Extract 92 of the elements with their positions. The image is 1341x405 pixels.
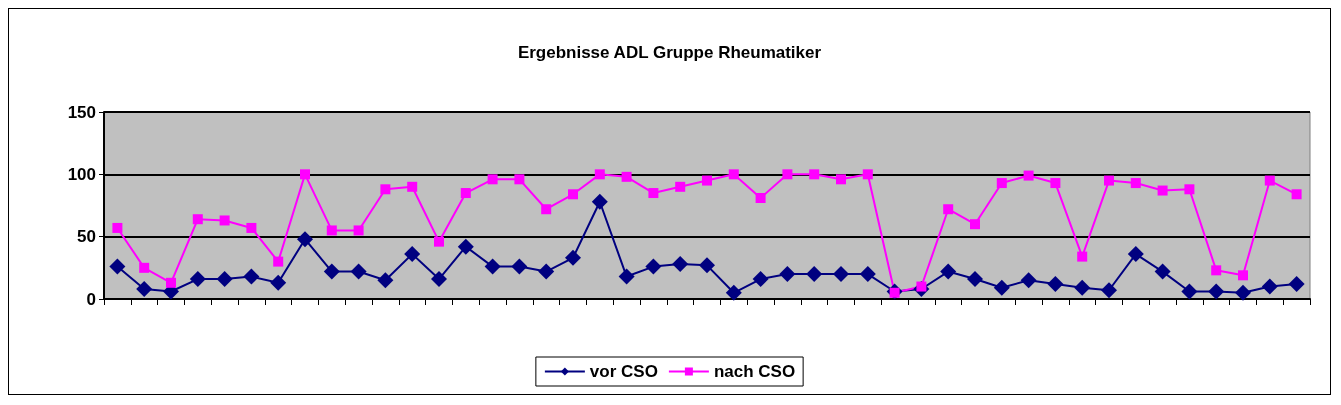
y-tick-label: 50 <box>77 227 96 247</box>
point <box>434 236 444 247</box>
point <box>943 204 954 215</box>
point <box>1288 276 1305 293</box>
point <box>514 174 525 185</box>
point <box>648 188 659 199</box>
point <box>1184 184 1195 195</box>
point <box>219 215 230 226</box>
point <box>1235 284 1251 301</box>
point <box>833 266 849 283</box>
point <box>1261 278 1278 295</box>
point <box>1077 251 1088 262</box>
point <box>1157 185 1168 196</box>
point <box>326 225 337 236</box>
point <box>728 169 739 180</box>
point <box>591 193 608 210</box>
point <box>672 256 689 273</box>
point <box>270 274 287 291</box>
point <box>189 271 206 288</box>
point <box>779 266 796 283</box>
point <box>993 279 1010 296</box>
point <box>862 169 873 180</box>
chart-title: Ergebnisse ADL Gruppe Rheumatiker <box>517 43 822 62</box>
point <box>1238 270 1248 281</box>
point <box>273 256 284 267</box>
point <box>806 266 823 283</box>
point <box>702 175 712 186</box>
point <box>1211 265 1222 276</box>
point <box>621 171 632 182</box>
point <box>1050 178 1061 189</box>
point <box>1181 283 1198 300</box>
y-tick-label: 0 <box>86 289 96 309</box>
point <box>377 272 394 289</box>
y-tick-label: 100 <box>67 164 96 184</box>
point <box>112 222 123 233</box>
point <box>136 281 153 298</box>
point <box>246 222 257 233</box>
point <box>809 169 820 180</box>
point <box>353 225 364 236</box>
point <box>1020 272 1037 289</box>
point <box>457 238 474 255</box>
point <box>1023 170 1034 181</box>
point <box>725 284 742 301</box>
point <box>350 263 367 280</box>
y-tick-label: 150 <box>67 102 96 122</box>
point <box>1074 279 1091 296</box>
point <box>859 266 876 283</box>
point <box>675 181 686 192</box>
point <box>511 258 528 275</box>
point <box>1154 263 1171 280</box>
point <box>1104 175 1114 186</box>
point <box>323 263 340 280</box>
point <box>755 193 766 204</box>
point <box>380 184 391 195</box>
point <box>1291 189 1302 200</box>
point <box>487 174 498 185</box>
point <box>565 249 581 266</box>
point <box>1208 283 1225 300</box>
point <box>782 169 793 180</box>
legend-label: nach CSO <box>713 362 796 381</box>
point <box>618 268 635 285</box>
point <box>967 271 983 288</box>
point <box>407 181 418 192</box>
legend-label: vor CSO <box>589 362 658 381</box>
point <box>1127 246 1144 263</box>
point <box>139 262 150 273</box>
point <box>484 258 501 275</box>
point <box>568 189 578 200</box>
point <box>699 257 715 274</box>
point <box>404 246 421 263</box>
point <box>300 169 310 180</box>
point <box>192 214 203 225</box>
point <box>538 263 555 280</box>
point <box>243 268 260 285</box>
point <box>645 258 662 275</box>
point <box>940 263 957 280</box>
point <box>1264 175 1275 186</box>
point <box>166 277 176 288</box>
point <box>1130 178 1141 189</box>
point <box>216 271 233 288</box>
point <box>836 174 846 185</box>
point <box>1101 282 1117 299</box>
point <box>996 178 1007 189</box>
point <box>541 204 552 215</box>
point <box>1047 276 1064 293</box>
point <box>594 169 605 180</box>
point <box>431 271 447 288</box>
point <box>109 258 126 275</box>
point <box>970 219 980 230</box>
point <box>297 231 313 248</box>
point <box>752 271 769 288</box>
point <box>460 188 471 199</box>
